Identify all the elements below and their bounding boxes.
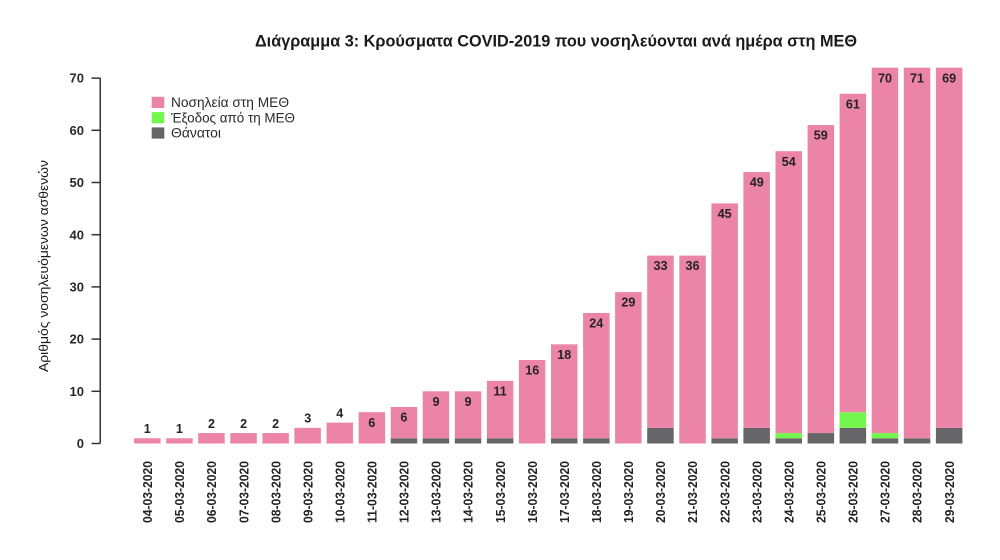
svg-text:22-03-2020: 22-03-2020	[717, 461, 732, 523]
svg-text:36: 36	[685, 259, 699, 273]
svg-text:23-03-2020: 23-03-2020	[749, 461, 764, 523]
svg-text:24: 24	[589, 317, 603, 331]
svg-text:3: 3	[304, 412, 311, 426]
svg-text:17-03-2020: 17-03-2020	[557, 461, 572, 523]
svg-text:33: 33	[653, 259, 667, 273]
svg-text:08-03-2020: 08-03-2020	[268, 461, 283, 523]
svg-text:18: 18	[557, 348, 571, 362]
svg-text:06-03-2020: 06-03-2020	[204, 461, 219, 523]
svg-text:9: 9	[464, 395, 471, 409]
svg-text:26-03-2020: 26-03-2020	[846, 461, 861, 523]
svg-text:70: 70	[70, 71, 84, 86]
svg-text:10: 10	[70, 384, 84, 399]
svg-text:45: 45	[718, 207, 732, 221]
svg-text:2: 2	[272, 417, 279, 431]
svg-text:14-03-2020: 14-03-2020	[461, 461, 476, 523]
svg-text:2: 2	[208, 417, 215, 431]
svg-text:11: 11	[493, 385, 506, 399]
svg-text:24-03-2020: 24-03-2020	[782, 461, 797, 523]
svg-text:Θάνατοι: Θάνατοι	[171, 126, 221, 141]
svg-text:59: 59	[814, 129, 828, 143]
svg-text:30: 30	[70, 280, 84, 295]
svg-text:54: 54	[782, 155, 796, 169]
svg-text:28-03-2020: 28-03-2020	[910, 461, 925, 523]
svg-text:Έξοδος από τη ΜΕΘ: Έξοδος από τη ΜΕΘ	[170, 110, 295, 125]
svg-text:49: 49	[750, 176, 764, 190]
svg-text:10-03-2020: 10-03-2020	[333, 461, 348, 523]
svg-text:16-03-2020: 16-03-2020	[525, 461, 540, 523]
svg-text:29: 29	[621, 296, 635, 310]
svg-text:0: 0	[77, 436, 84, 451]
svg-text:12-03-2020: 12-03-2020	[397, 461, 412, 523]
svg-text:Αριθμός νοσηλευόμενων ασθενών: Αριθμός νοσηλευόμενων ασθενών	[36, 160, 51, 372]
svg-text:29-03-2020: 29-03-2020	[942, 461, 957, 523]
svg-text:09-03-2020: 09-03-2020	[300, 461, 315, 523]
svg-text:04-03-2020: 04-03-2020	[140, 461, 155, 523]
svg-text:2: 2	[240, 417, 247, 431]
svg-text:1: 1	[176, 422, 183, 436]
svg-text:16: 16	[525, 364, 539, 378]
svg-text:6: 6	[368, 416, 375, 430]
svg-text:19-03-2020: 19-03-2020	[621, 461, 636, 523]
svg-text:60: 60	[70, 123, 84, 138]
svg-text:1: 1	[144, 422, 151, 436]
svg-text:61: 61	[846, 97, 860, 111]
svg-text:50: 50	[70, 175, 84, 190]
svg-text:15-03-2020: 15-03-2020	[493, 461, 508, 523]
svg-text:69: 69	[942, 71, 956, 85]
svg-text:20-03-2020: 20-03-2020	[653, 461, 668, 523]
svg-text:07-03-2020: 07-03-2020	[236, 461, 251, 523]
svg-text:25-03-2020: 25-03-2020	[814, 461, 829, 523]
svg-text:4: 4	[336, 406, 343, 420]
svg-text:05-03-2020: 05-03-2020	[172, 461, 187, 523]
svg-text:20: 20	[70, 332, 84, 347]
svg-text:11-03-2020: 11-03-2020	[365, 461, 380, 523]
svg-text:Διάγραμμα 3: Κρούσματα COVID-2: Διάγραμμα 3: Κρούσματα COVID-2019 που νο…	[255, 33, 857, 51]
svg-text:40: 40	[70, 227, 84, 242]
svg-text:6: 6	[400, 411, 407, 425]
svg-text:71: 71	[910, 71, 924, 85]
svg-text:21-03-2020: 21-03-2020	[685, 461, 700, 523]
svg-text:13-03-2020: 13-03-2020	[429, 461, 444, 523]
svg-text:9: 9	[432, 395, 439, 409]
svg-text:18-03-2020: 18-03-2020	[589, 461, 604, 523]
svg-text:27-03-2020: 27-03-2020	[878, 461, 893, 523]
svg-text:Νοσηλεία στη ΜΕΘ: Νοσηλεία στη ΜΕΘ	[171, 95, 289, 110]
svg-text:70: 70	[878, 71, 892, 85]
